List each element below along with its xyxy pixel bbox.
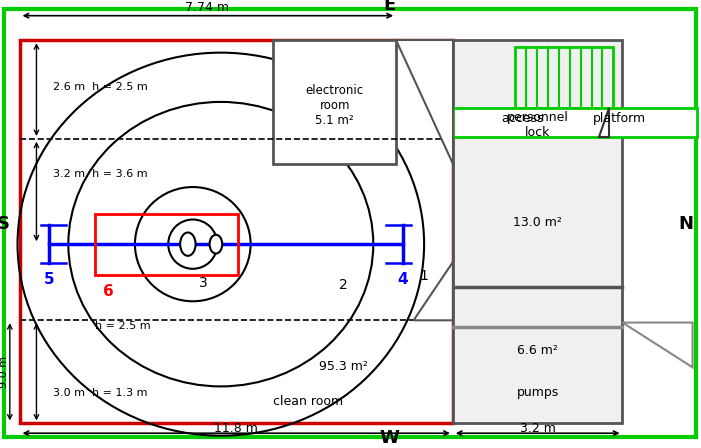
Text: access: access <box>501 112 543 125</box>
Text: 3.2 m  h = 3.6 m: 3.2 m h = 3.6 m <box>53 169 147 179</box>
Text: platform: platform <box>592 112 646 125</box>
Bar <box>453 108 697 137</box>
Bar <box>95 214 238 275</box>
Text: 5: 5 <box>43 272 55 288</box>
Text: 2.6 m  h = 2.5 m: 2.6 m h = 2.5 m <box>53 82 147 91</box>
Bar <box>515 47 613 108</box>
Polygon shape <box>599 108 609 137</box>
Text: 11.8 m: 11.8 m <box>215 422 258 435</box>
Text: pumps: pumps <box>517 387 559 400</box>
Text: 2: 2 <box>339 278 348 292</box>
Text: 3: 3 <box>199 276 207 290</box>
Text: 3.0 m  h = 1.3 m: 3.0 m h = 1.3 m <box>53 388 147 398</box>
Ellipse shape <box>180 233 196 256</box>
Text: personnel
lock: personnel lock <box>507 112 569 139</box>
Bar <box>453 40 622 423</box>
Text: 6.6 m²: 6.6 m² <box>517 344 558 357</box>
Text: h = 2.5 m: h = 2.5 m <box>95 321 150 331</box>
Text: 6: 6 <box>103 284 114 299</box>
Text: N: N <box>678 215 693 233</box>
Text: 95.3 m²: 95.3 m² <box>319 360 368 373</box>
Text: 13.0 m²: 13.0 m² <box>513 216 562 229</box>
Text: clean room: clean room <box>273 396 343 409</box>
Text: S: S <box>0 215 10 233</box>
Text: 7.74 m: 7.74 m <box>185 1 229 14</box>
Text: 4: 4 <box>397 272 409 288</box>
Text: E: E <box>383 0 395 14</box>
Text: electronic
room
5.1 m²: electronic room 5.1 m² <box>306 84 364 127</box>
Polygon shape <box>396 40 453 164</box>
Bar <box>20 40 453 423</box>
Polygon shape <box>622 323 693 367</box>
Text: 9.0 m: 9.0 m <box>0 356 9 388</box>
Ellipse shape <box>210 235 222 254</box>
Text: 1: 1 <box>420 269 428 283</box>
Text: 3.2 m: 3.2 m <box>519 422 556 435</box>
Polygon shape <box>414 262 453 320</box>
Bar <box>273 40 396 164</box>
Text: W: W <box>379 429 399 447</box>
